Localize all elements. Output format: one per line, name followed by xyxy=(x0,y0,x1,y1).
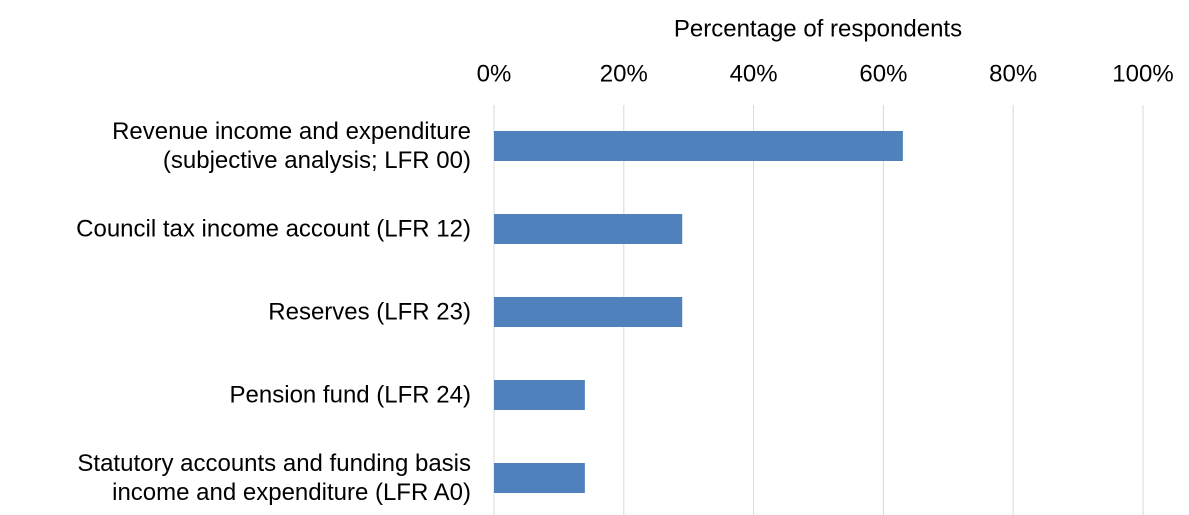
x-tick-label: 20% xyxy=(600,60,648,87)
bar xyxy=(494,297,683,327)
y-tick-label: Reserves (LFR 23) xyxy=(268,298,471,326)
x-tick-label: 40% xyxy=(730,60,778,87)
y-tick-label: Statutory accounts and funding basis inc… xyxy=(77,450,471,506)
bar xyxy=(494,380,585,410)
bar xyxy=(494,131,903,161)
x-tick-label: 60% xyxy=(859,60,907,87)
y-tick-label: Revenue income and expenditure (subjecti… xyxy=(112,118,471,174)
x-axis-title: Percentage of respondents xyxy=(674,15,962,42)
x-tick-label: 0% xyxy=(477,60,512,87)
y-tick-label: Pension fund (LFR 24) xyxy=(229,381,471,409)
x-tick-label: 100% xyxy=(1112,60,1173,87)
bar xyxy=(494,214,683,244)
bar xyxy=(494,463,585,493)
x-tick-label: 80% xyxy=(989,60,1037,87)
y-tick-label: Council tax income account (LFR 12) xyxy=(76,215,471,243)
